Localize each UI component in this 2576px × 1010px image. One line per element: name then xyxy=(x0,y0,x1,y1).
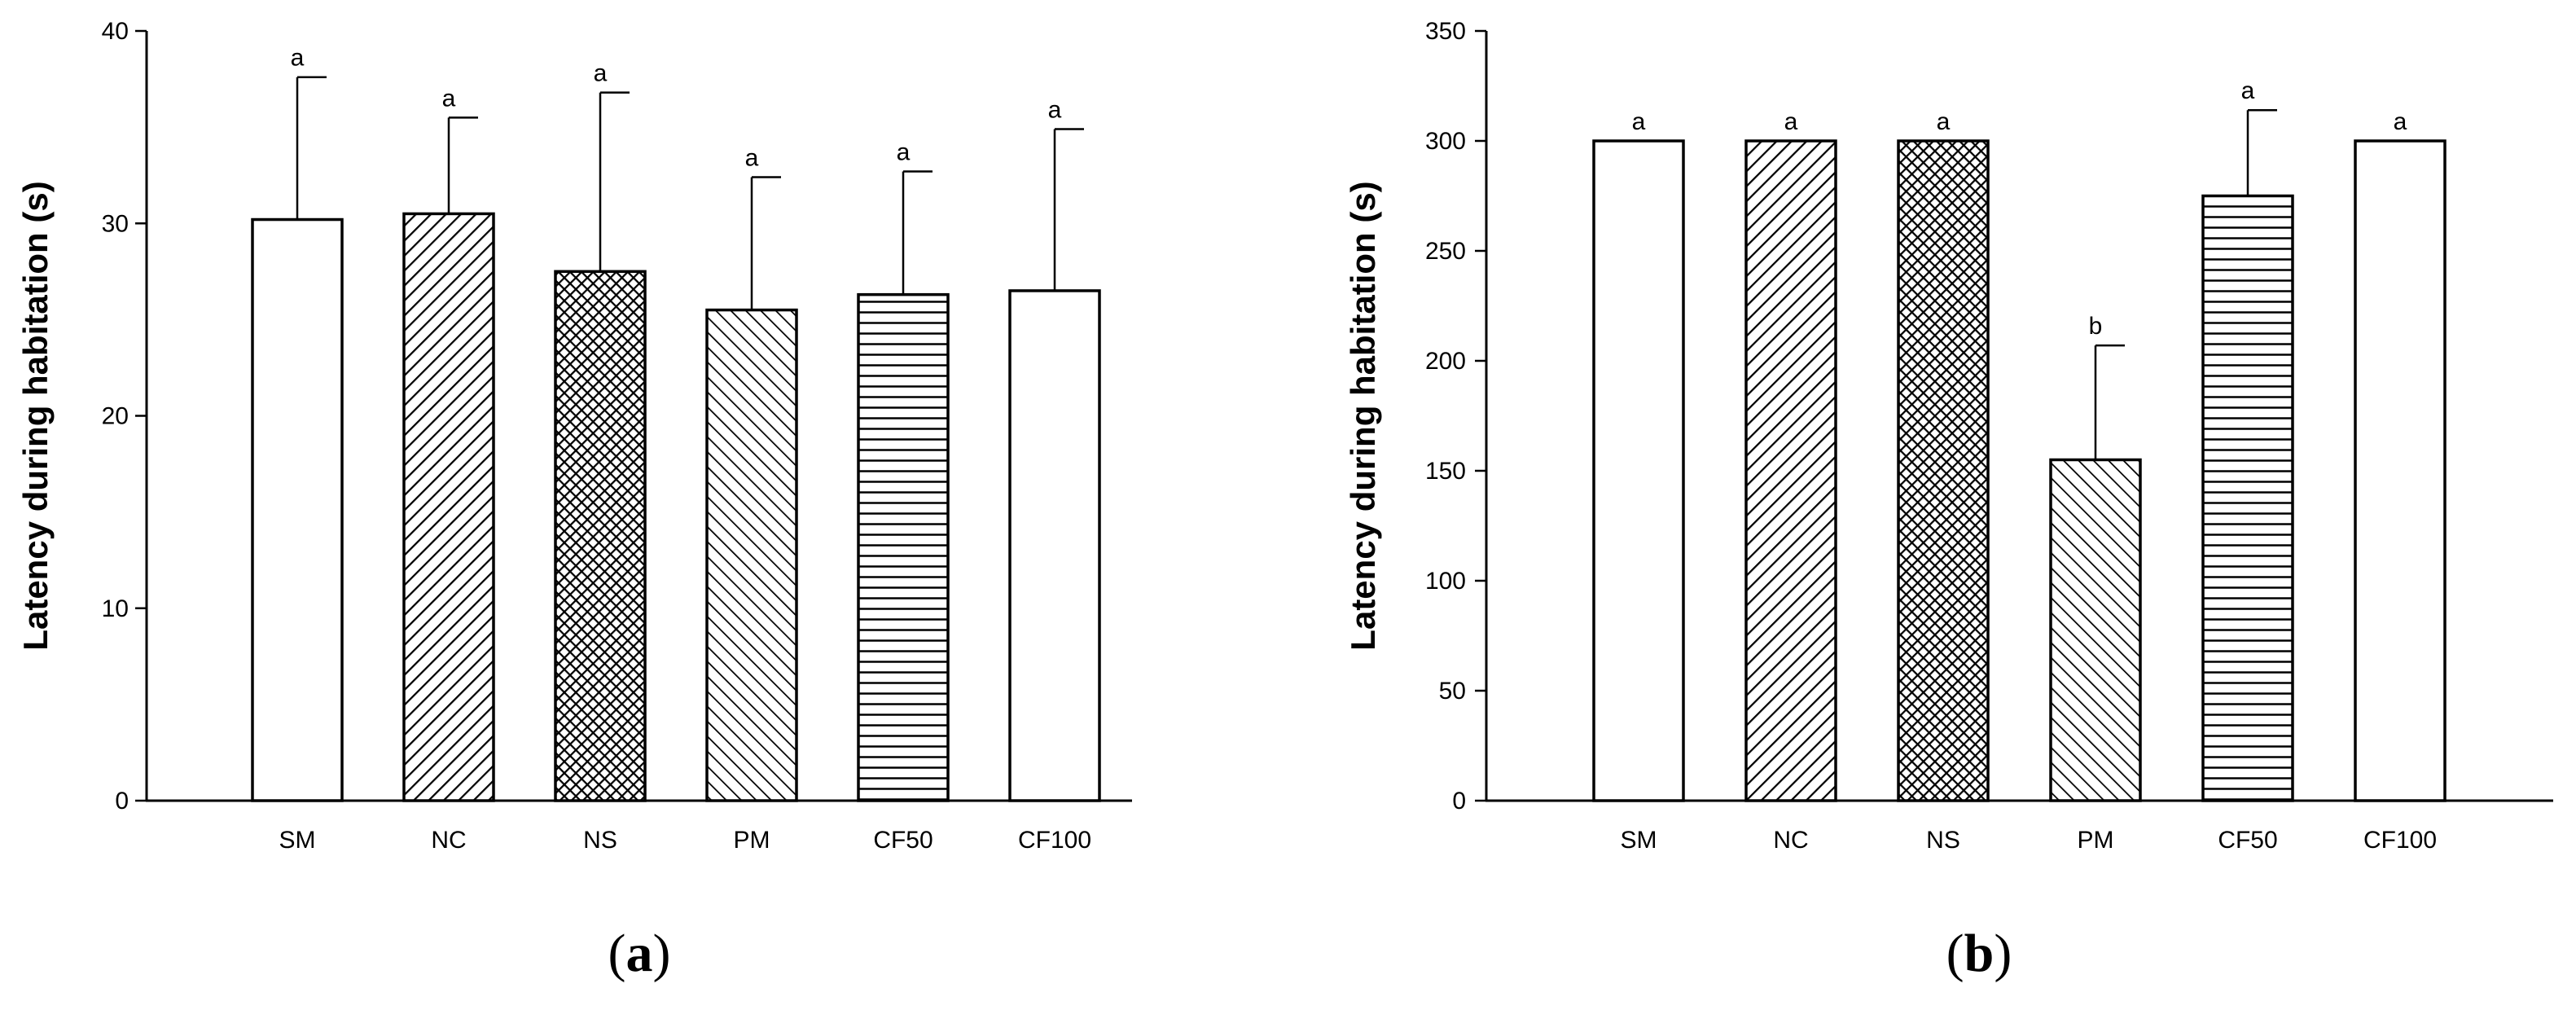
bar-sm xyxy=(1592,139,1685,802)
bar-cf50 xyxy=(2201,194,2294,802)
y-tick-label: 30 xyxy=(102,210,129,237)
significance-letter: a xyxy=(1784,108,1798,135)
significance-letter: a xyxy=(745,145,759,172)
significance-letter: b xyxy=(2089,313,2103,340)
y-tick-label: 100 xyxy=(1425,568,1466,595)
significance-letter: a xyxy=(291,45,305,72)
y-tick-label: 300 xyxy=(1425,128,1466,155)
panel-caption: (a) xyxy=(608,924,671,983)
significance-letter: a xyxy=(1048,96,1062,123)
panel-b: 0 50 100 150 200 250 300 350 a SM a NC a NS b PM a CF50 a C… xyxy=(1344,18,2553,983)
x-tick-label: PM xyxy=(734,827,770,854)
significance-letter: a xyxy=(2394,108,2407,135)
y-tick-label: 200 xyxy=(1425,348,1466,375)
x-tick-label: NC xyxy=(431,827,466,854)
bar-pm xyxy=(2049,458,2142,802)
x-tick-label: CF50 xyxy=(2218,827,2277,854)
y-tick-label: 20 xyxy=(102,403,129,430)
x-tick-label: CF100 xyxy=(2363,827,2437,854)
y-axis-label: Latency during habitation (s) xyxy=(16,181,55,650)
x-tick-label: NS xyxy=(583,827,617,854)
bar-nc xyxy=(1744,139,1837,802)
y-tick-label: 40 xyxy=(102,18,129,45)
y-tick-label: 250 xyxy=(1425,238,1466,265)
x-tick-label: CF50 xyxy=(873,827,933,854)
panel-a: 0 10 20 30 40 a SM a NC a NS a PM a CF50 a CF100 Latency … xyxy=(16,18,1132,983)
y-tick-label: 0 xyxy=(1452,788,1466,815)
significance-letter: a xyxy=(2241,77,2255,104)
bar-cf100 xyxy=(2354,139,2447,802)
significance-letter: a xyxy=(594,60,608,87)
x-tick-label: SM xyxy=(1621,827,1657,854)
y-axis-label: Latency during habitation (s) xyxy=(1344,181,1382,650)
x-tick-label: CF100 xyxy=(1018,827,1091,854)
significance-letter: a xyxy=(1632,108,1646,135)
significance-letter: a xyxy=(442,85,456,112)
bar-cf50 xyxy=(857,292,950,802)
x-tick-label: SM xyxy=(279,827,316,854)
y-tick-label: 50 xyxy=(1439,678,1466,705)
significance-letter: a xyxy=(897,138,911,165)
y-tick-label: 10 xyxy=(102,595,129,622)
bar-ns xyxy=(554,270,647,802)
y-tick-label: 150 xyxy=(1425,458,1466,485)
bar-pm xyxy=(705,308,798,802)
significance-letter: a xyxy=(1937,108,1951,135)
x-tick-label: NS xyxy=(1926,827,1960,854)
panel-caption: (b) xyxy=(1946,924,2012,983)
x-tick-label: PM xyxy=(2078,827,2114,854)
bar-ns xyxy=(1897,139,1990,802)
x-tick-label: NC xyxy=(1773,827,1808,854)
y-tick-label: 350 xyxy=(1425,18,1466,45)
y-tick-label: 0 xyxy=(115,788,129,815)
bar-sm xyxy=(251,217,344,802)
bar-cf100 xyxy=(1008,289,1101,802)
bar-nc xyxy=(402,212,495,802)
